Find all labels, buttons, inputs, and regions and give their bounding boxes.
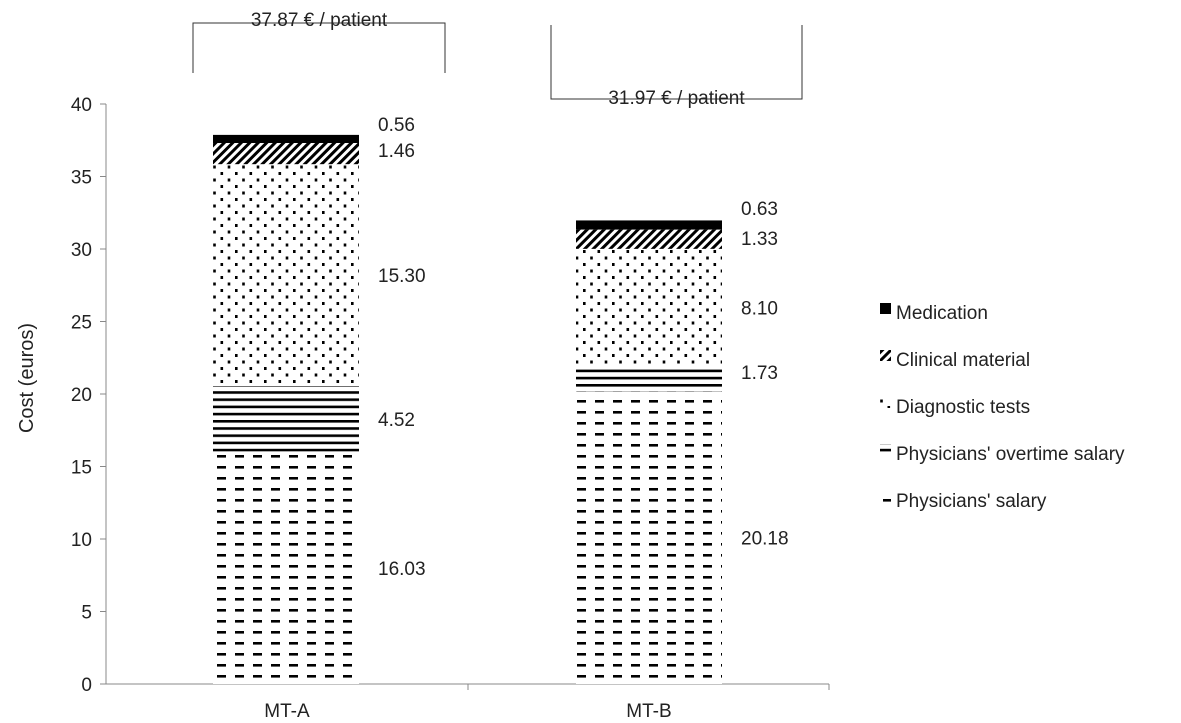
legend-label: Clinical material: [896, 350, 1030, 371]
legend-swatch: [880, 491, 891, 502]
y-tick-label: 40: [71, 95, 92, 116]
y-tick-label: 25: [71, 313, 92, 334]
legend-label: Physicians' overtime salary: [896, 444, 1125, 465]
segment-value-label: 20.18: [741, 529, 789, 550]
bar-segment: [576, 366, 722, 392]
total-label: 31.97 € / patient: [608, 88, 745, 109]
segment-value-label: 0.63: [741, 199, 778, 220]
segment-value-label: 16.03: [378, 559, 426, 580]
y-tick-label: 5: [81, 603, 92, 624]
segment-value-label: 15.30: [378, 266, 426, 287]
legend-label: Diagnostic tests: [896, 397, 1030, 418]
total-label: 37.87 € / patient: [251, 10, 388, 31]
segment-value-label: 0.56: [378, 115, 415, 136]
bar-segment: [576, 220, 722, 230]
y-tick-label: 30: [71, 240, 92, 261]
total-annotations: 37.87 € / patient 31.97 € / patient: [192, 10, 803, 109]
legend-swatch: [880, 444, 891, 455]
total-bracket: [550, 25, 803, 100]
x-tick-labels: MT-A MT-B: [264, 701, 671, 722]
bar-segment: [576, 248, 722, 367]
legend-swatch: [880, 303, 891, 314]
bar-segment: [576, 229, 722, 249]
legend-swatch: [880, 397, 891, 408]
bar-segment: [213, 134, 359, 144]
segment-value-label: 1.73: [741, 363, 778, 384]
legend-label: Medication: [896, 303, 988, 324]
x-tick-label: MT-A: [264, 701, 310, 722]
y-ticks: 0 5 10 15 20 25 30 35 40: [71, 95, 106, 696]
segment-value-labels: 16.03 4.52 15.30 1.46 0.56 20.18 1.73 8.10 1.33 0…: [378, 115, 789, 580]
segment-value-label: 4.52: [378, 410, 415, 431]
y-tick-label: 20: [71, 385, 92, 406]
bar-segment: [213, 451, 359, 684]
total-bracket: [192, 22, 446, 73]
x-tick-label: MT-B: [626, 701, 671, 722]
bar-segment: [576, 391, 722, 684]
y-tick-label: 10: [71, 530, 92, 551]
bar-segment: [213, 386, 359, 452]
legend-swatch: [880, 350, 891, 361]
y-tick-label: 15: [71, 458, 92, 479]
segment-value-label: 1.33: [741, 229, 778, 250]
bar-segment: [213, 164, 359, 387]
legend-label: Physicians' salary: [896, 491, 1047, 512]
segment-value-label: 8.10: [741, 299, 778, 320]
bars: [213, 134, 722, 684]
y-tick-label: 0: [81, 675, 92, 696]
segment-value-label: 1.46: [378, 141, 415, 162]
bar-segment: [213, 143, 359, 165]
y-axis-title: Cost (euros): [16, 323, 38, 433]
y-tick-label: 35: [71, 168, 92, 189]
legend: Medication Clinical material Diagnostic te…: [880, 303, 1125, 512]
